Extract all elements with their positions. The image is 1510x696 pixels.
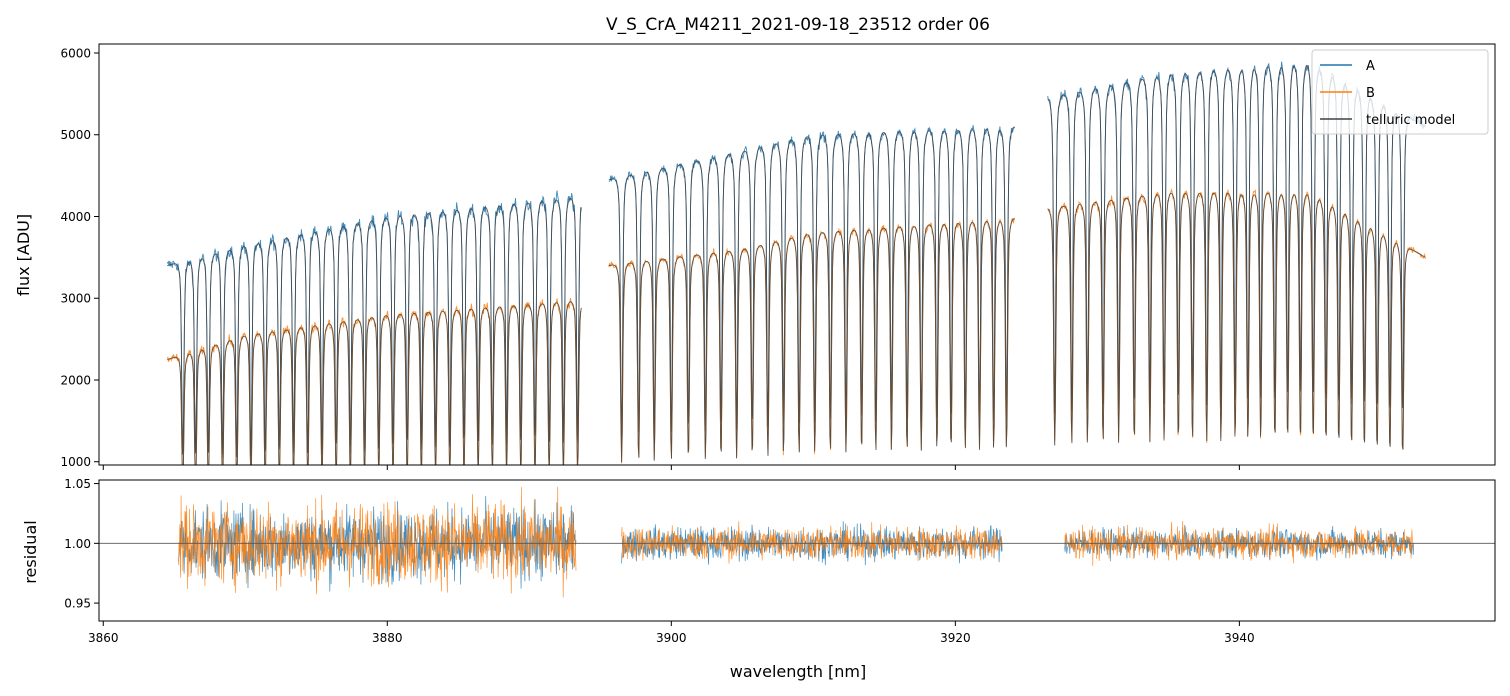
legend-box xyxy=(1311,49,1489,135)
legend: A B telluric model xyxy=(1311,49,1489,135)
residual-B-segment-2 xyxy=(1064,520,1414,566)
bottom-x-tick-label: 3900 xyxy=(656,631,687,645)
bottom-plot-frame xyxy=(98,479,1496,622)
top-y-tick-label: 1000 xyxy=(60,455,91,469)
top-y-tick-label: 6000 xyxy=(60,46,91,60)
telluric-model-B-segment-2 xyxy=(1047,192,1426,450)
top-y-tick-label: 5000 xyxy=(60,128,91,142)
telluric-model-A-segment-0 xyxy=(167,198,582,458)
legend-label-telluric: telluric model xyxy=(1366,113,1455,128)
telluric-model-B-segment-1 xyxy=(608,217,1015,463)
bottom-x-tick-label: 3940 xyxy=(1224,631,1255,645)
bottom-plot-area xyxy=(99,486,1495,598)
top-y-axis-label: flux [ADU] xyxy=(14,214,33,296)
telluric-model-B-segment-0 xyxy=(167,301,582,465)
residual-B-segment-0 xyxy=(178,486,577,598)
top-panel: 1000 2000 3000 4000 5000 6000 flux [ADU] A B … xyxy=(14,43,1496,470)
bottom-x-tick-label: 3920 xyxy=(940,631,971,645)
bottom-x-axis: 3860 3880 3900 3920 3940 xyxy=(88,621,1255,645)
telluric-model-A-segment-1 xyxy=(608,126,1015,438)
bottom-y-tick-label: 0.95 xyxy=(64,597,91,611)
legend-label-B: B xyxy=(1366,86,1375,101)
bottom-x-axis-label: wavelength [nm] xyxy=(730,662,867,681)
top-plot-area xyxy=(166,61,1426,465)
bottom-y-axis: 0.95 1.00 1.05 xyxy=(64,477,99,611)
top-y-axis: 1000 2000 3000 4000 5000 6000 xyxy=(60,46,99,469)
top-x-axis xyxy=(102,465,1240,470)
legend-label-A: A xyxy=(1366,59,1375,74)
top-y-tick-label: 3000 xyxy=(60,292,91,306)
top-y-tick-label: 2000 xyxy=(60,373,91,387)
bottom-panel: 0.95 1.00 1.05 3860 3880 3900 3920 3940 residu… xyxy=(21,477,1496,681)
top-plot-frame xyxy=(98,43,1496,466)
bottom-x-tick-label: 3860 xyxy=(88,631,119,645)
bottom-y-tick-label: 1.00 xyxy=(64,537,91,551)
chart-title: V_S_CrA_M4211_2021-09-18_23512 order 06 xyxy=(606,15,990,35)
residual-B-segment-1 xyxy=(621,521,1003,564)
bottom-x-tick-label: 3880 xyxy=(372,631,403,645)
top-y-tick-label: 4000 xyxy=(60,210,91,224)
telluric-model-A-segment-2 xyxy=(1047,64,1426,414)
bottom-y-axis-label: residual xyxy=(21,520,40,583)
bottom-y-tick-label: 1.05 xyxy=(64,477,91,491)
